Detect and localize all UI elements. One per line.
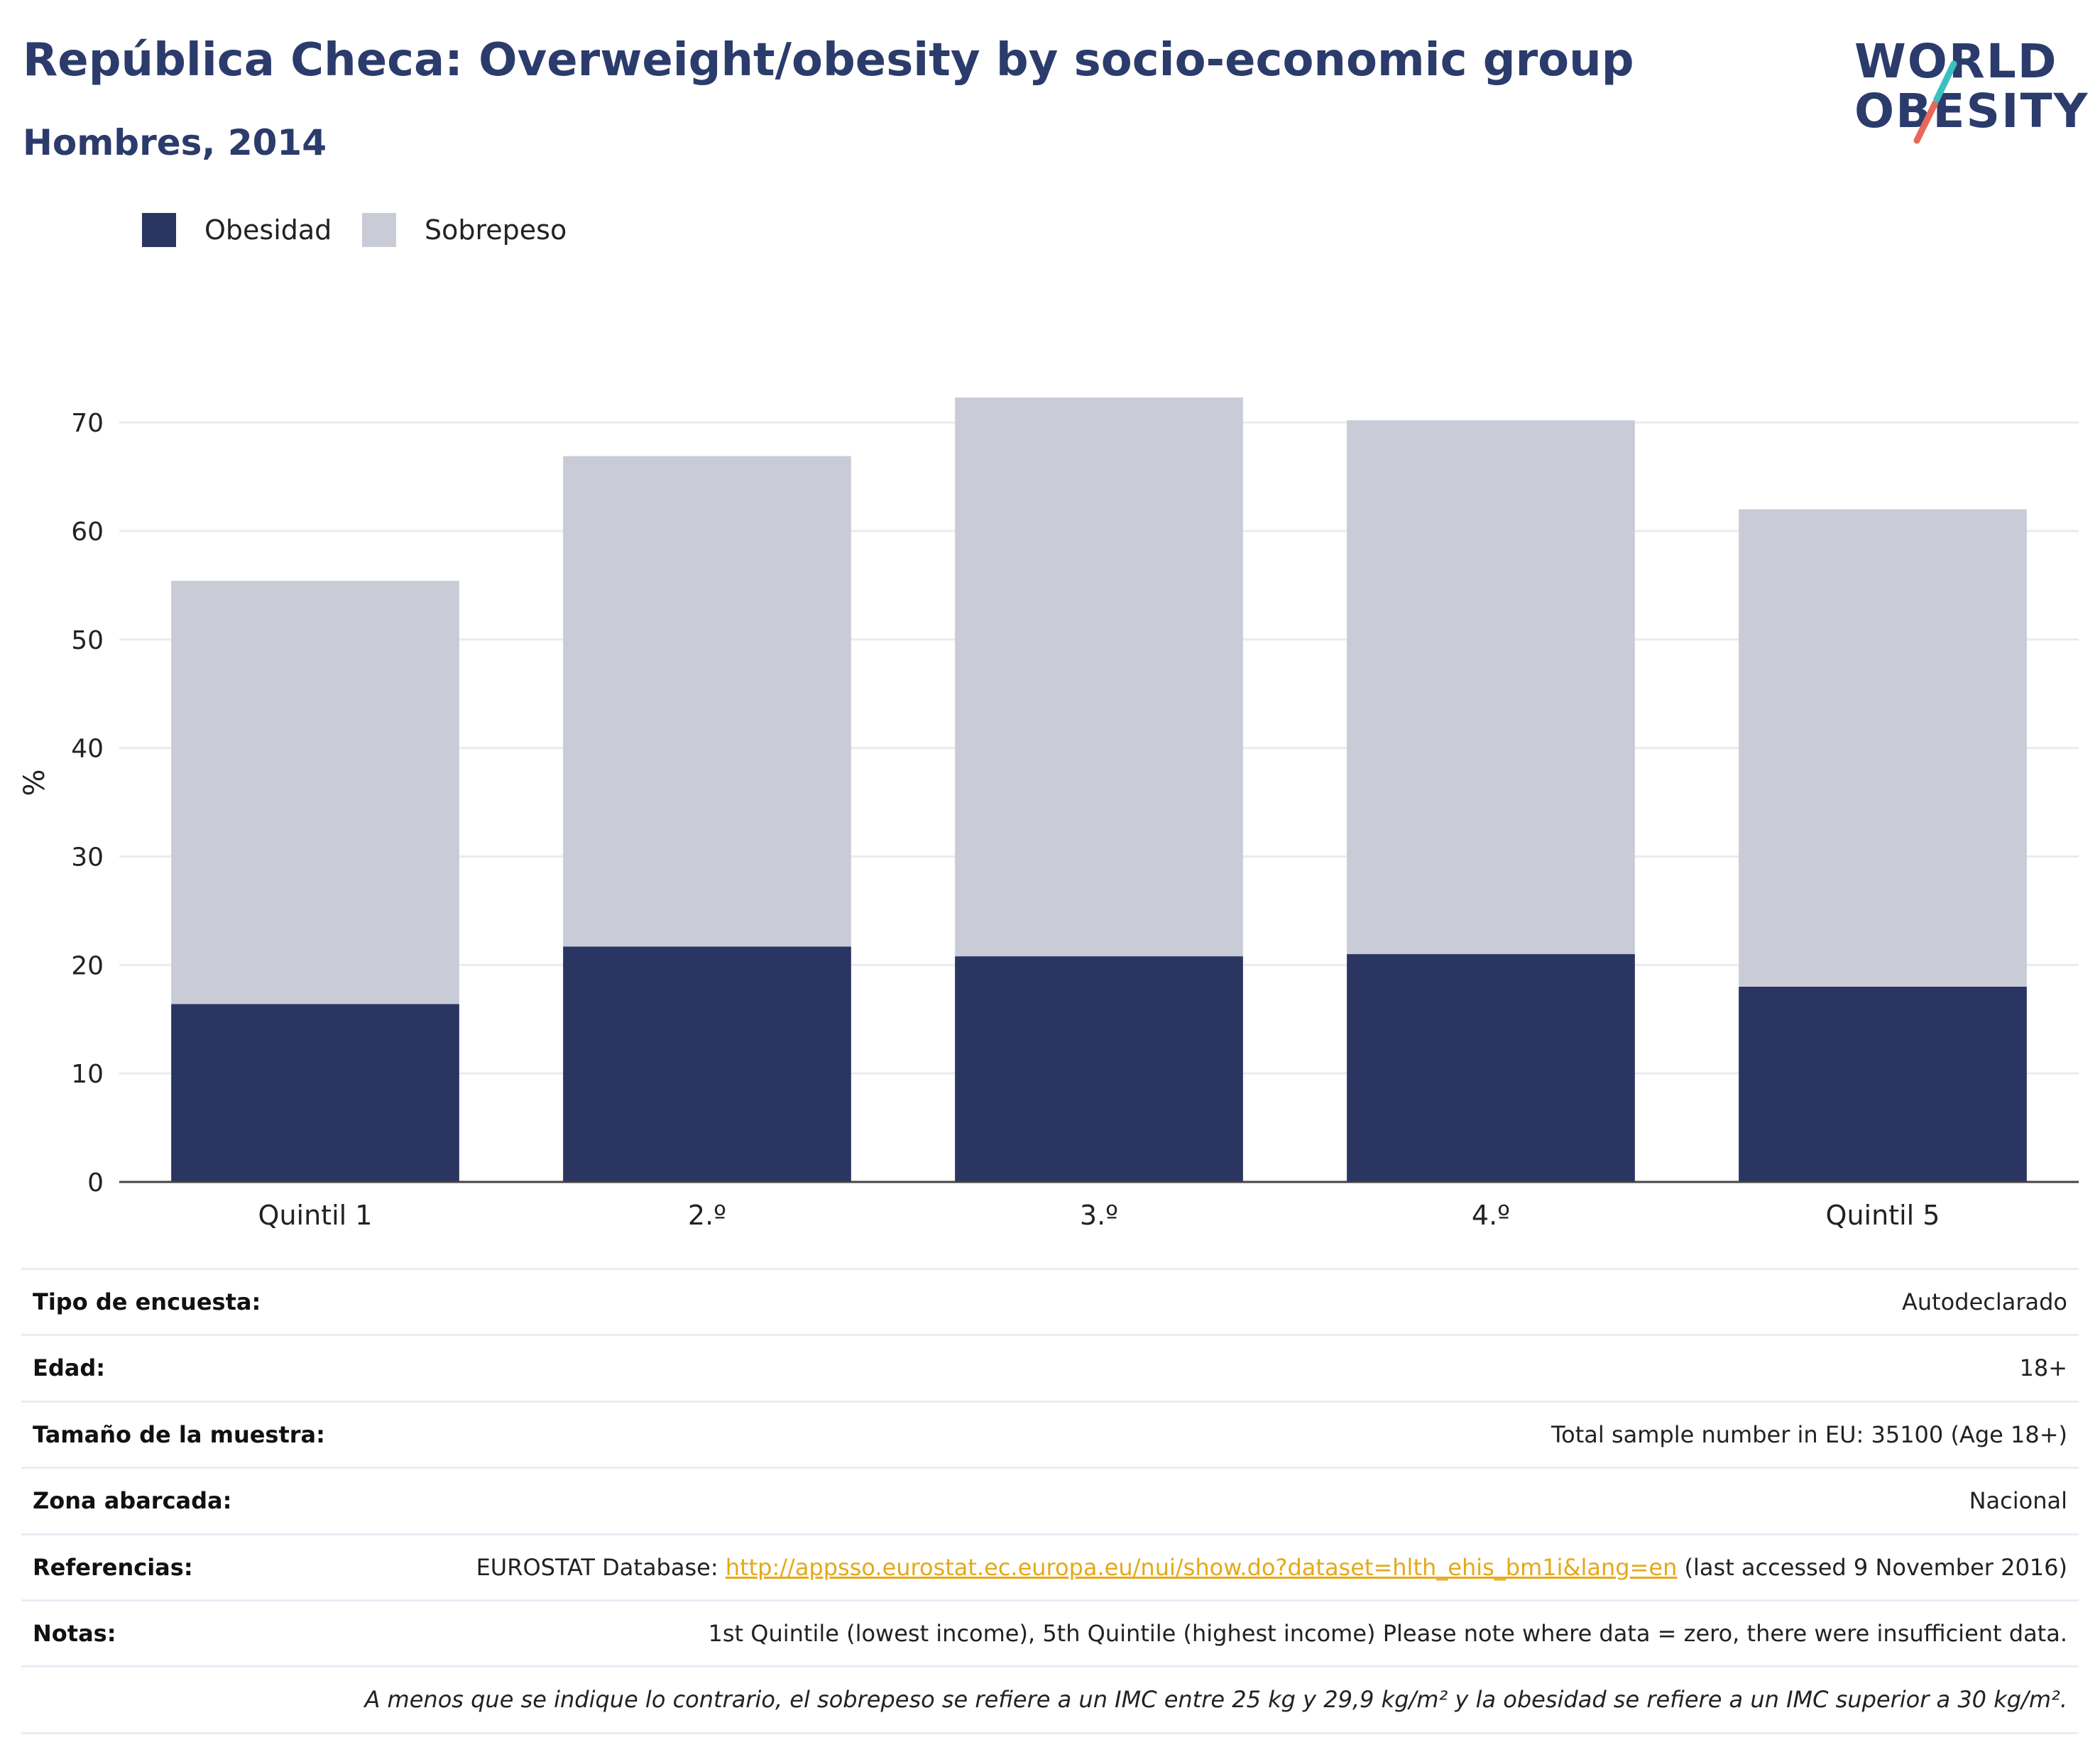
chart-title: República Checa: Overweight/obesity by s… bbox=[23, 34, 1634, 87]
references-prefix: EUROSTAT Database: bbox=[476, 1553, 718, 1581]
info-value-references: EUROSTAT Database: http://appsso.eurosta… bbox=[342, 1533, 2079, 1601]
bar-obesidad[interactable] bbox=[563, 946, 851, 1182]
info-row-age: Edad: 18+ bbox=[21, 1334, 2079, 1402]
info-footnote: A menos que se indique lo contrario, el … bbox=[21, 1665, 2079, 1734]
axis-ticks: 0 10 20 30 40 50 60 70 Quintil 1 2.º 3.º 4.º Quintil… bbox=[71, 409, 1940, 1231]
survey-info-table: Tipo de encuesta: Autodeclarado Edad: 18… bbox=[21, 1267, 2079, 1734]
references-link[interactable]: http://appsso.eurostat.ec.europa.eu/nui/… bbox=[725, 1553, 1678, 1581]
y-tick-label: 0 bbox=[87, 1168, 104, 1198]
info-key-references: Referencias: bbox=[21, 1533, 342, 1601]
x-tick-label: 2.º bbox=[688, 1200, 726, 1231]
bar-obesidad[interactable] bbox=[1739, 986, 2027, 1182]
legend-label-sobrepeso: Sobrepeso bbox=[425, 214, 567, 246]
bar-sobrepeso[interactable] bbox=[1739, 509, 2027, 987]
info-row-notes: Notas: 1st Quintile (lowest income), 5th… bbox=[21, 1599, 2079, 1667]
bar-obesidad[interactable] bbox=[171, 1004, 459, 1182]
bar-obesidad[interactable] bbox=[1347, 954, 1635, 1182]
info-row-references: Referencias: EUROSTAT Database: http://a… bbox=[21, 1533, 2079, 1601]
info-key-notes: Notas: bbox=[21, 1599, 342, 1667]
info-row-survey-type: Tipo de encuesta: Autodeclarado bbox=[21, 1267, 2079, 1335]
x-tick-label: 4.º bbox=[1472, 1200, 1510, 1231]
y-tick-label: 10 bbox=[71, 1060, 104, 1089]
y-axis-label: % bbox=[18, 769, 51, 796]
bar-sobrepeso[interactable] bbox=[955, 398, 1243, 957]
y-tick-label: 20 bbox=[71, 951, 104, 980]
info-key-age: Edad: bbox=[21, 1334, 342, 1402]
info-key-sample: Tamaño de la muestra: bbox=[21, 1400, 342, 1468]
info-value-sample: Total sample number in EU: 35100 (Age 18… bbox=[342, 1400, 2079, 1468]
logo-slash-icon bbox=[1913, 60, 1957, 144]
bar-obesidad[interactable] bbox=[955, 956, 1243, 1182]
bar-sobrepeso[interactable] bbox=[1347, 420, 1635, 955]
info-row-area: Zona abarcada: Nacional bbox=[21, 1467, 2079, 1535]
y-tick-label: 60 bbox=[71, 517, 104, 547]
info-value-age: 18+ bbox=[342, 1334, 2079, 1402]
info-value-survey-type: Autodeclarado bbox=[342, 1267, 2079, 1335]
info-value-area: Nacional bbox=[342, 1467, 2079, 1535]
info-row-sample: Tamaño de la muestra: Total sample numbe… bbox=[21, 1400, 2079, 1468]
info-value-notes: 1st Quintile (lowest income), 5th Quinti… bbox=[342, 1599, 2079, 1667]
y-tick-label: 40 bbox=[71, 735, 104, 764]
logo-line-2: OBESITY bbox=[1854, 84, 2089, 138]
bars bbox=[171, 398, 2027, 1182]
info-key-survey-type: Tipo de encuesta: bbox=[21, 1267, 342, 1335]
y-tick-label: 30 bbox=[71, 843, 104, 872]
legend-swatch-obesidad bbox=[142, 213, 176, 247]
references-suffix: (last accessed 9 November 2016) bbox=[1684, 1553, 2067, 1581]
chart-subtitle: Hombres, 2014 bbox=[23, 122, 327, 163]
x-tick-label: Quintil 1 bbox=[258, 1200, 373, 1231]
legend-label-obesidad: Obesidad bbox=[204, 214, 332, 246]
y-tick-label: 50 bbox=[71, 626, 104, 655]
x-tick-label: Quintil 5 bbox=[1826, 1200, 1940, 1231]
info-row-footnote: A menos que se indique lo contrario, el … bbox=[21, 1665, 2079, 1734]
bar-sobrepeso[interactable] bbox=[563, 456, 851, 947]
world-obesity-logo[interactable]: WORLD OBESITY bbox=[1846, 28, 2087, 156]
bar-chart: 0 10 20 30 40 50 60 70 Quintil 1 2.º 3.º 4.º Quintil… bbox=[18, 398, 2079, 1231]
legend-swatch-sobrepeso bbox=[362, 213, 396, 247]
bar-sobrepeso[interactable] bbox=[171, 581, 459, 1004]
y-tick-label: 70 bbox=[71, 409, 104, 438]
info-key-area: Zona abarcada: bbox=[21, 1467, 342, 1535]
x-tick-label: 3.º bbox=[1080, 1200, 1118, 1231]
